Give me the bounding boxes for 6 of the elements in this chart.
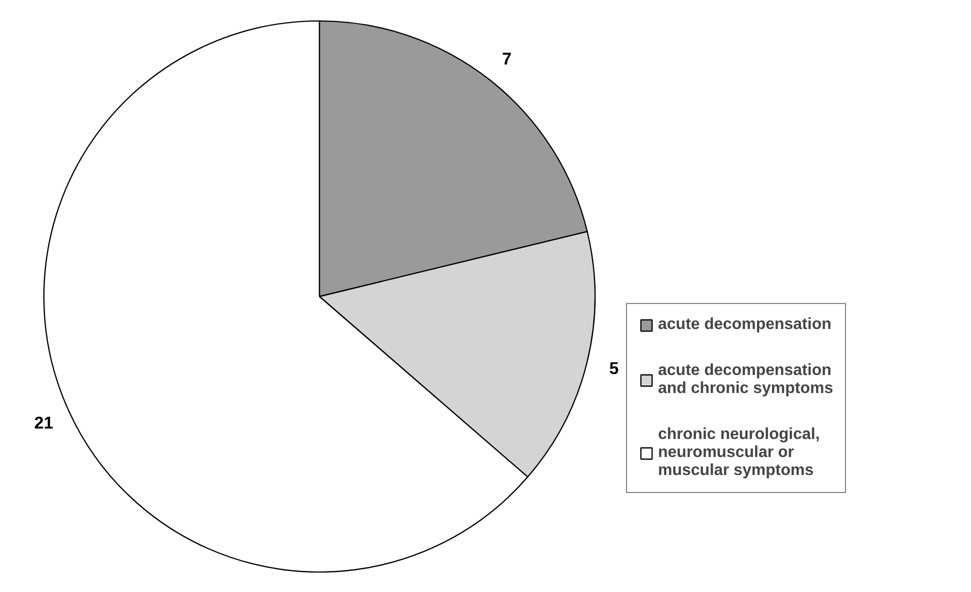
- legend-label: acute decompensation: [658, 316, 832, 334]
- data-label: 7: [502, 49, 512, 68]
- data-label: 21: [34, 413, 54, 432]
- data-label: 5: [609, 358, 619, 378]
- legend-label: chronic neurological, neuromuscular or muscular symptoms: [658, 426, 820, 480]
- legend-label: acute decompensation and chronic symptoms: [658, 362, 834, 398]
